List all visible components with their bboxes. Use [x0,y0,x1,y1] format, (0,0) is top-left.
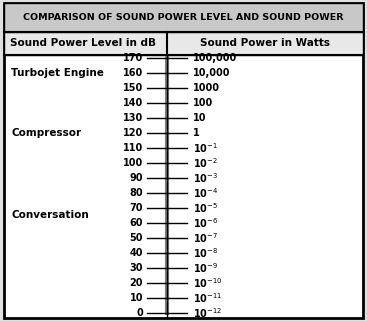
Text: 130: 130 [123,113,143,123]
Text: 10$^{-9}$: 10$^{-9}$ [193,261,218,275]
Text: 140: 140 [123,98,143,108]
Text: Sound Power Level in dB: Sound Power Level in dB [11,38,156,48]
Text: 150: 150 [123,83,143,93]
Text: Conversation: Conversation [11,210,89,221]
Text: 10$^{-5}$: 10$^{-5}$ [193,201,218,215]
Text: 50: 50 [130,233,143,243]
Text: 100: 100 [123,158,143,168]
Text: 160: 160 [123,68,143,78]
Text: COMPARISON OF SOUND POWER LEVEL AND SOUND POWER: COMPARISON OF SOUND POWER LEVEL AND SOUN… [23,13,344,22]
Text: 1: 1 [193,128,199,138]
Text: 10$^{-4}$: 10$^{-4}$ [193,186,218,200]
Text: 60: 60 [130,218,143,228]
Text: 80: 80 [130,188,143,198]
Bar [4,32,363,55]
Text: 10: 10 [193,113,206,123]
Text: 10$^{-2}$: 10$^{-2}$ [193,156,218,170]
Bar [4,3,363,32]
Text: 90: 90 [130,173,143,183]
Text: 170: 170 [123,53,143,63]
Text: 0: 0 [137,308,143,318]
Text: 10$^{-7}$: 10$^{-7}$ [193,231,218,245]
Text: 10$^{-3}$: 10$^{-3}$ [193,171,218,185]
Text: 10$^{-12}$: 10$^{-12}$ [193,306,222,320]
Text: Compressor: Compressor [11,128,81,138]
Text: Sound Power in Watts: Sound Power in Watts [200,38,330,48]
Text: 10$^{-1}$: 10$^{-1}$ [193,141,218,155]
Text: 10$^{-6}$: 10$^{-6}$ [193,216,218,230]
Text: 10$^{-11}$: 10$^{-11}$ [193,291,222,305]
Text: 10$^{-10}$: 10$^{-10}$ [193,276,222,290]
Text: Turbojet Engine: Turbojet Engine [11,68,104,78]
Text: 120: 120 [123,128,143,138]
Text: 100,000: 100,000 [193,53,237,63]
Text: 40: 40 [130,248,143,258]
Text: 100: 100 [193,98,213,108]
Text: 30: 30 [130,263,143,273]
Text: 10: 10 [130,293,143,303]
Text: 10$^{-8}$: 10$^{-8}$ [193,246,218,260]
Text: 70: 70 [130,203,143,213]
Text: 10,000: 10,000 [193,68,230,78]
Text: 1000: 1000 [193,83,220,93]
Text: 110: 110 [123,143,143,153]
Text: 20: 20 [130,278,143,288]
